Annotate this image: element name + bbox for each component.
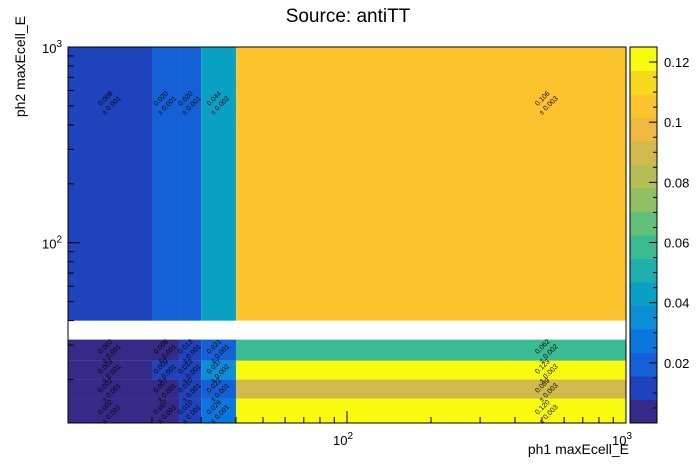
heatmap-cell (151, 339, 180, 361)
colorbar-swatch (630, 258, 657, 283)
x-tick-label: 103 (612, 431, 632, 448)
colorbar-tick-label: 0.12 (664, 55, 689, 70)
heatmap-cell (68, 379, 152, 399)
heatmap-cell (235, 47, 626, 321)
colorbar-swatch (630, 376, 657, 400)
colorbar-frame (629, 46, 658, 424)
heatmap-cell (68, 360, 152, 380)
colorbar-swatch (630, 352, 657, 377)
heatmap-cell (235, 360, 626, 380)
heatmap-cell (68, 398, 152, 423)
heatmap-cell (235, 339, 626, 361)
colorbar-tick-label: 0.04 (664, 296, 689, 311)
x-axis-label: ph1 maxEcell_E (527, 441, 629, 457)
colorbar-tick-label: 0.02 (664, 356, 689, 371)
colorbar-tick-label: 0.1 (664, 115, 682, 130)
heatmap-cell (179, 339, 202, 361)
y-axis-label: ph2 maxEcell_E (12, 16, 28, 118)
colorbar-tick-label: 0.08 (664, 175, 689, 190)
colorbar-swatch (630, 164, 657, 189)
heatmap-cell (179, 398, 202, 423)
colorbar-tick-label: 0.06 (664, 236, 689, 251)
colorbar-swatch (630, 94, 657, 118)
colorbar-swatch (630, 188, 657, 212)
heatmap-cell (179, 360, 202, 380)
heatmap-cell (235, 379, 626, 399)
colorbar-swatch (630, 47, 657, 71)
heatmap-cell (201, 360, 236, 380)
heatmap-cell (68, 47, 152, 321)
heatmap-cell (179, 47, 202, 321)
heatmap-cell (179, 379, 202, 399)
chart-title: Source: antiTT (285, 6, 411, 27)
colorbar-swatch (630, 70, 657, 95)
y-tick-label: 103 (42, 39, 62, 56)
heatmap-cell (201, 398, 236, 423)
colorbar-swatch (630, 329, 657, 353)
colorbar-swatch (630, 235, 657, 259)
heatmap-cell (201, 47, 236, 321)
colorbar-swatch (630, 211, 657, 236)
colorbar-swatch (630, 305, 657, 330)
heatmap-cell (151, 47, 180, 321)
heatmap-cell (68, 339, 152, 361)
colorbar-swatch (630, 117, 657, 142)
colorbar-swatch (630, 141, 657, 165)
heatmap-cell (201, 379, 236, 399)
y-tick-label: 102 (42, 235, 62, 252)
colorbar-swatch (630, 282, 657, 306)
heatmap-cell (151, 379, 180, 399)
heatmap-cell (151, 360, 180, 380)
colorbar-swatch (630, 399, 657, 424)
heatmap-cell (201, 339, 236, 361)
x-tick-label: 102 (333, 431, 353, 448)
heatmap-cell (151, 398, 180, 423)
